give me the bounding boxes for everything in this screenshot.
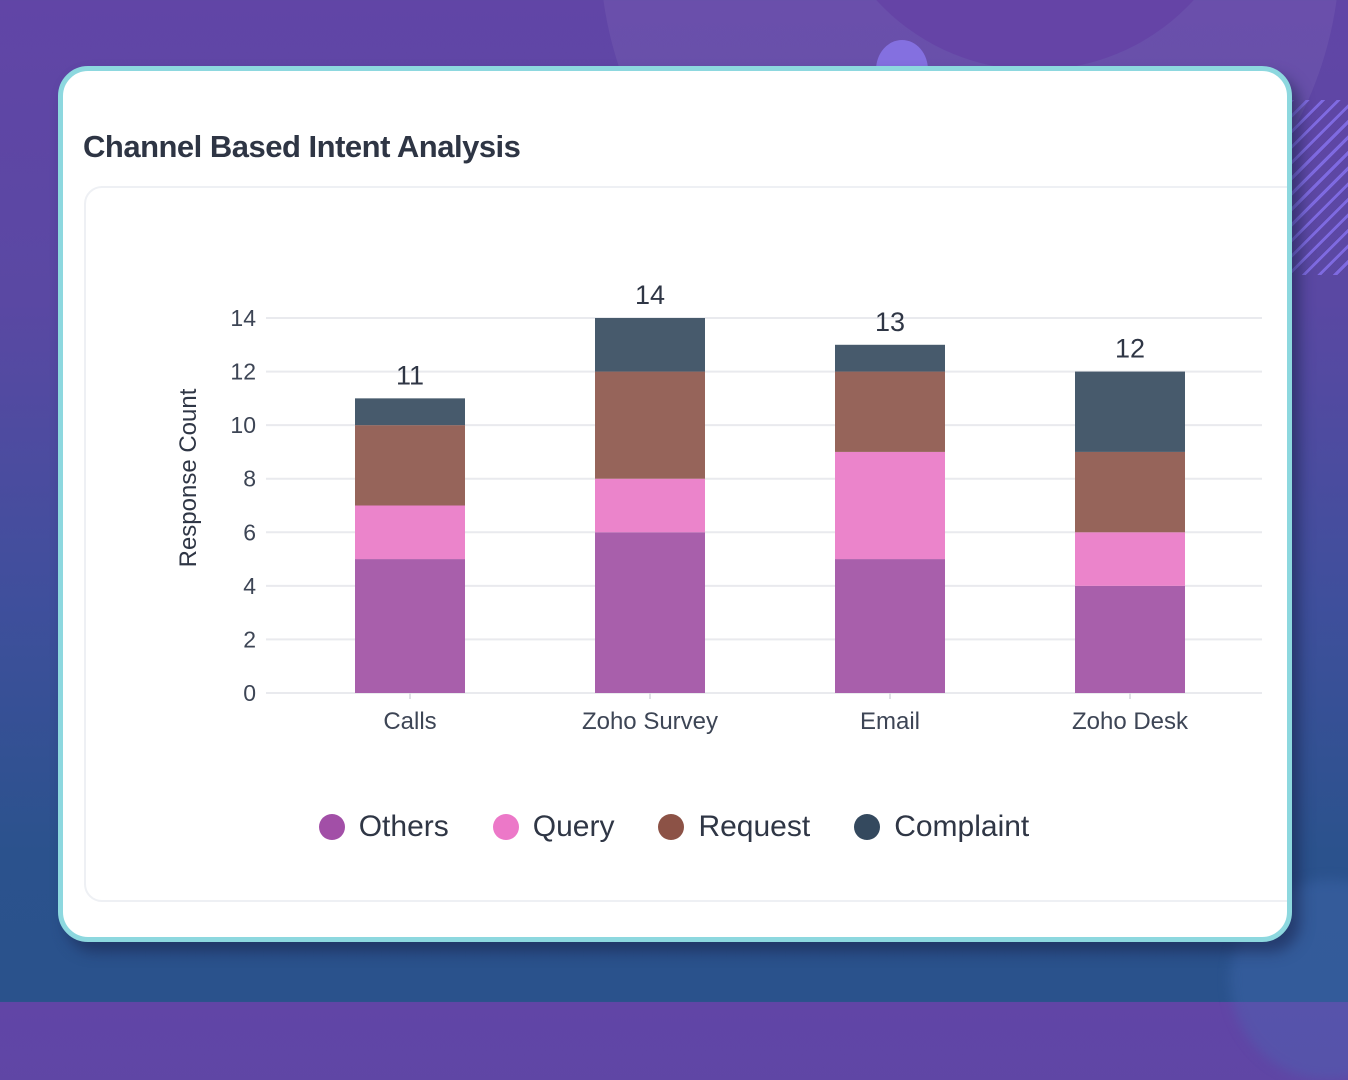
bar-segment-complaint[interactable]	[355, 398, 465, 426]
legend-dot-icon	[854, 814, 881, 840]
bar-stack-email	[835, 344, 945, 693]
bar-segment-others[interactable]	[595, 532, 705, 693]
x-tick-label: Zoho Survey	[582, 708, 718, 735]
bar-segment-complaint[interactable]	[595, 318, 705, 372]
legend-item-others[interactable]: Others	[318, 810, 449, 844]
total-data-label: 13	[875, 307, 905, 337]
x-tick-label: Calls	[383, 708, 436, 735]
total-data-label: 14	[635, 280, 665, 310]
bar-segment-others[interactable]	[835, 559, 945, 693]
total-data-label: 12	[1115, 334, 1145, 364]
bar-segment-query[interactable]	[835, 451, 945, 560]
legend-dot-icon	[492, 814, 519, 840]
bar-segment-request[interactable]	[595, 371, 705, 479]
x-tick-label: Email	[860, 708, 920, 735]
bar-segment-complaint[interactable]	[835, 344, 945, 372]
bars	[355, 318, 1185, 693]
x-axis-ticks: Calls Zoho Survey Email Zoho Desk	[383, 693, 1189, 735]
background-hatch-pattern	[1290, 100, 1348, 275]
y-tick-label: 6	[243, 519, 256, 545]
bar-segment-others[interactable]	[355, 559, 465, 693]
bar-segment-query[interactable]	[1075, 532, 1185, 586]
bar-segment-query[interactable]	[355, 505, 465, 560]
legend-dot-icon	[658, 814, 685, 840]
total-data-label: 11	[396, 360, 424, 390]
y-tick-label: 2	[243, 626, 256, 652]
legend-item-request[interactable]: Request	[658, 810, 810, 844]
bar-segment-request[interactable]	[355, 425, 465, 506]
y-tick-label: 12	[230, 359, 256, 385]
bar-segment-request[interactable]	[835, 371, 945, 452]
legend-item-complaint[interactable]: Complaint	[854, 810, 1029, 844]
bar-stack-zoho-survey	[595, 318, 705, 693]
chart-title: Channel Based Intent Analysis	[83, 129, 521, 164]
bar-segment-complaint[interactable]	[1075, 371, 1185, 452]
y-tick-label: 4	[243, 573, 256, 599]
y-tick-label: 14	[230, 305, 256, 331]
y-tick-label: 8	[243, 466, 256, 492]
y-tick-label: 10	[230, 412, 256, 438]
bar-segment-query[interactable]	[595, 478, 705, 533]
legend-label: Others	[358, 810, 449, 843]
y-tick-label: 0	[243, 680, 256, 706]
total-labels: 11 14 13 12	[396, 280, 1145, 390]
legend-label: Query	[532, 810, 615, 843]
y-axis-label: Response Count	[175, 388, 202, 567]
legend-label: Request	[698, 810, 811, 843]
legend-label: Complaint	[894, 810, 1030, 843]
x-tick-label: Zoho Desk	[1072, 708, 1189, 735]
bar-stack-zoho-desk	[1075, 371, 1185, 693]
bar-segment-request[interactable]	[1075, 451, 1185, 533]
bar-segment-others[interactable]	[1075, 585, 1185, 693]
stacked-bar-chart: 0 2 4 6 8 10 12 14 Response Count Calls Zoho Sur…	[175, 280, 1262, 735]
chart-legend: Others Query Request Complaint	[0, 810, 1348, 844]
legend-item-query[interactable]: Query	[492, 810, 615, 844]
bar-stack-calls	[355, 398, 465, 693]
y-axis-ticks: 0 2 4 6 8 10 12 14	[230, 305, 256, 706]
legend-dot-icon	[318, 814, 345, 840]
